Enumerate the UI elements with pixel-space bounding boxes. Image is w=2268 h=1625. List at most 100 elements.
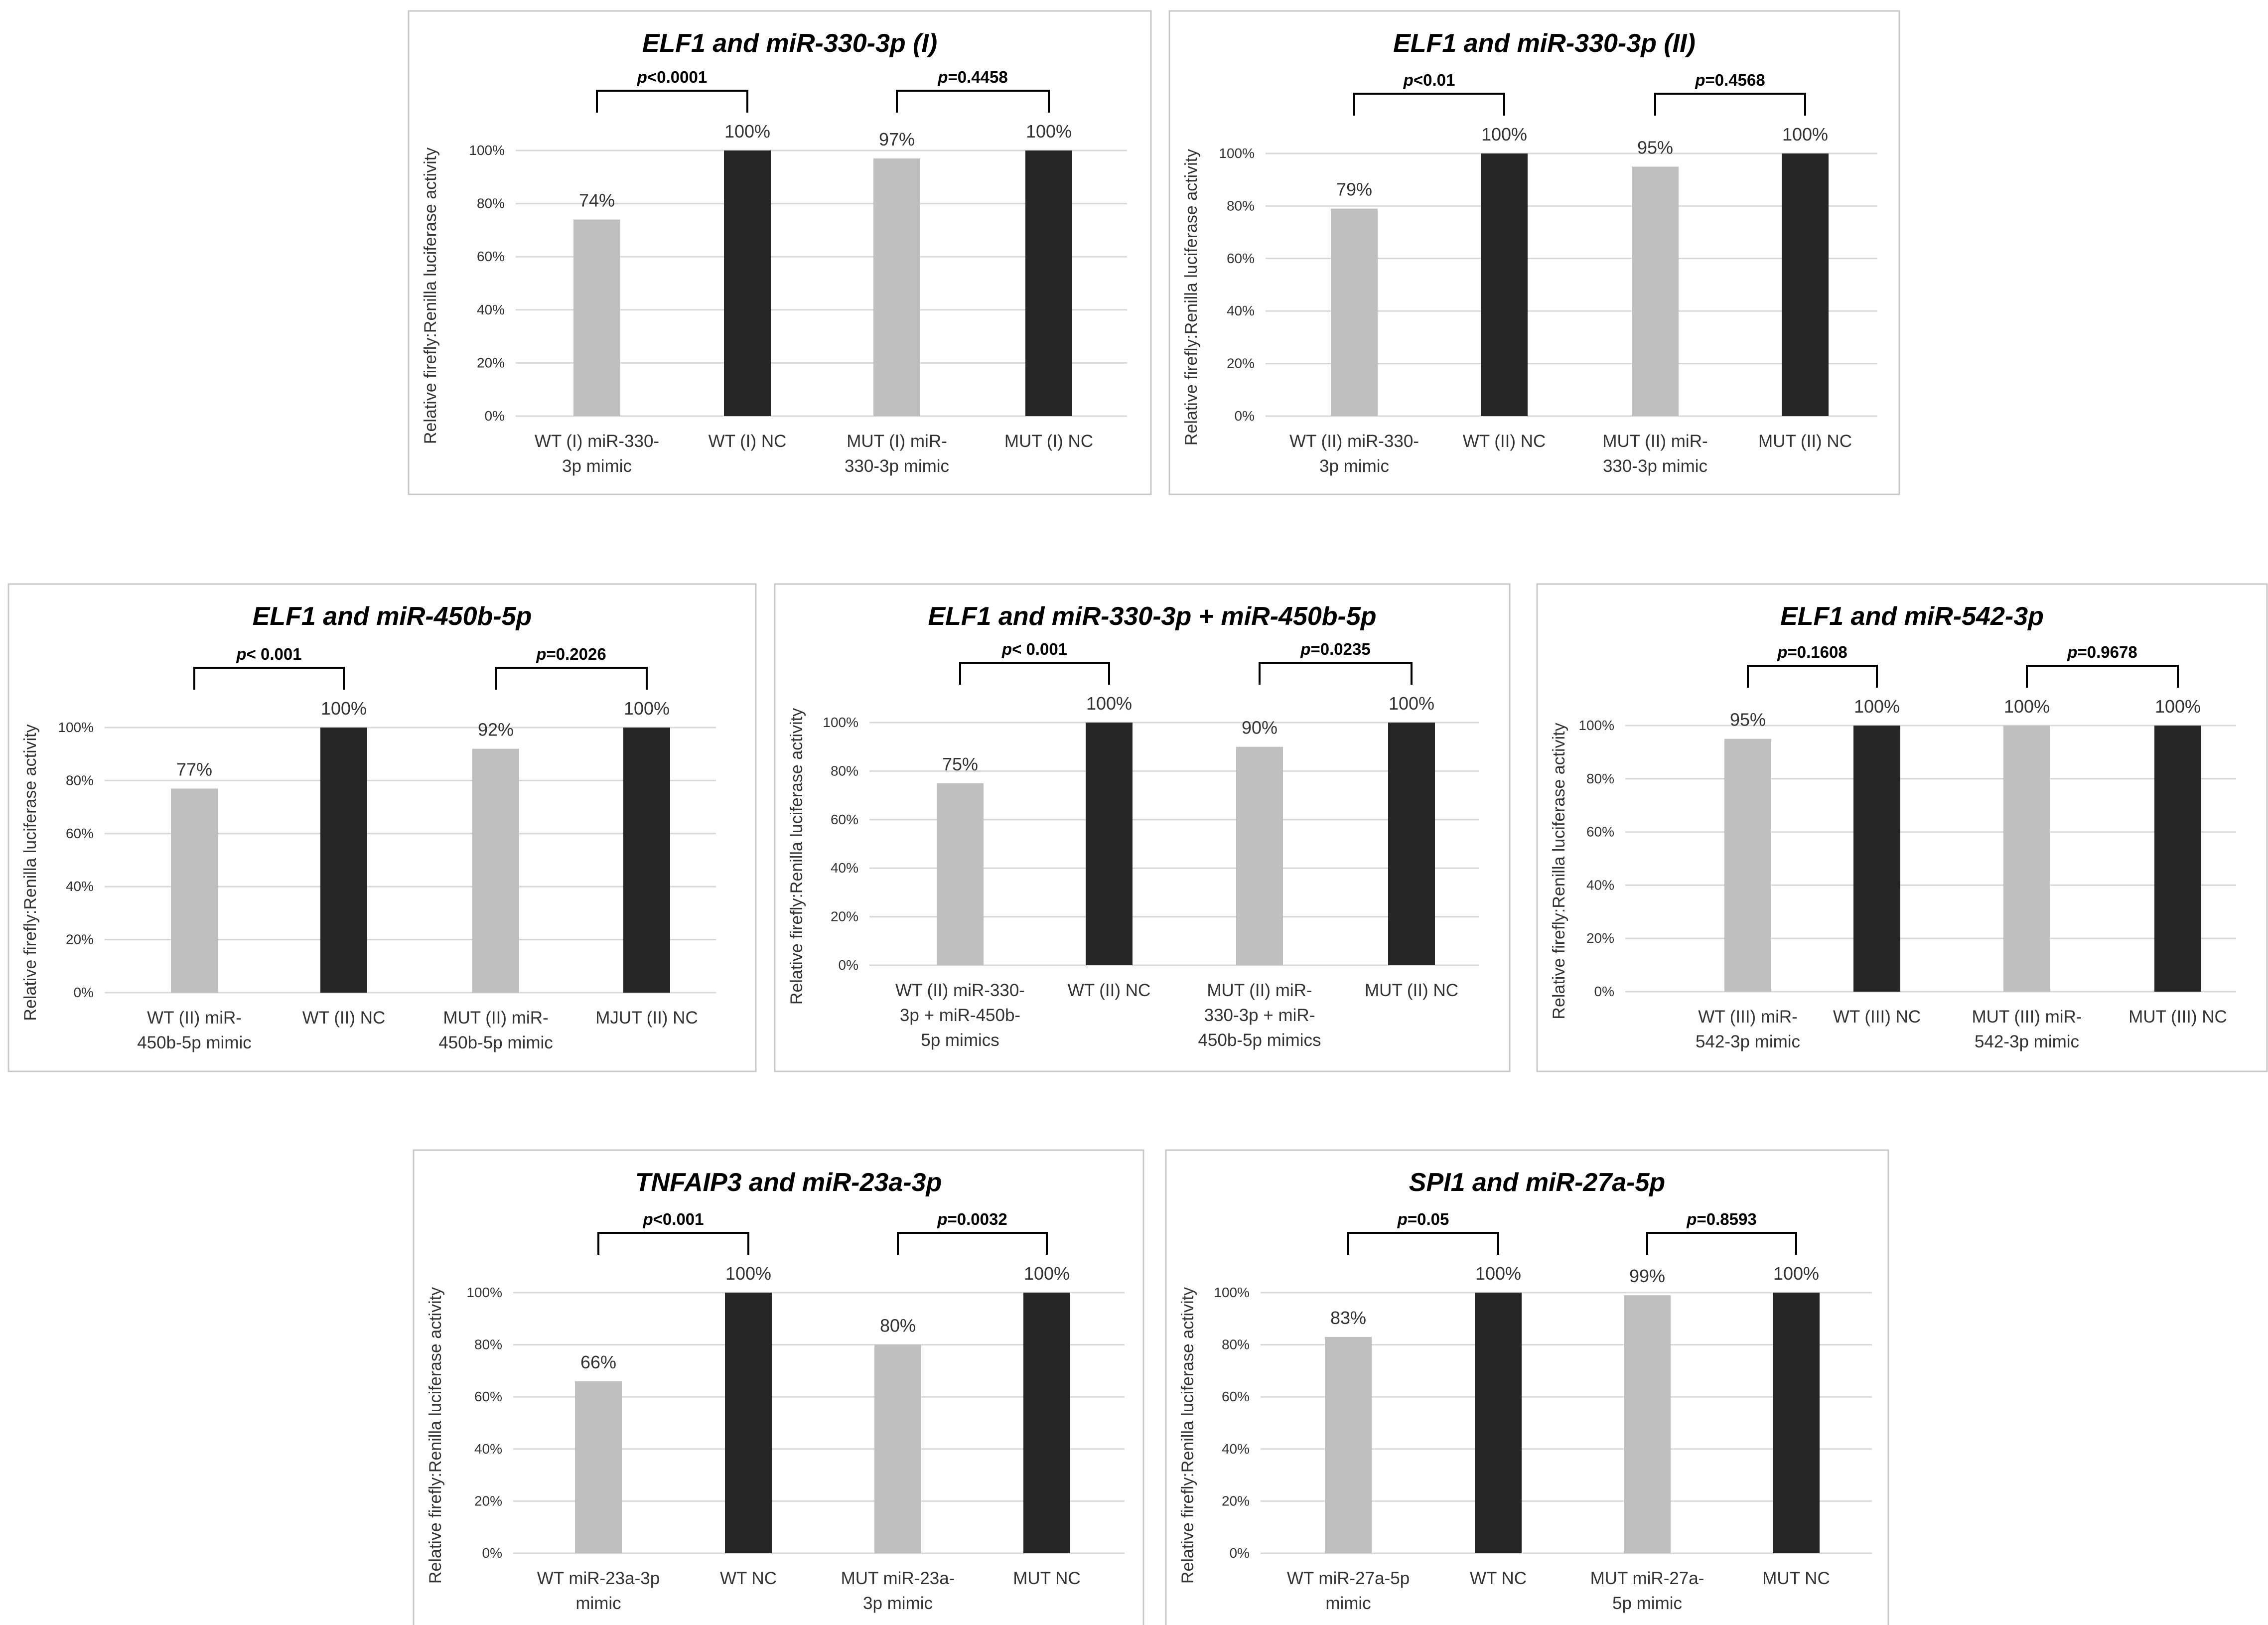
bar-2 xyxy=(1086,723,1133,965)
y-tick-label: 100% xyxy=(58,720,94,735)
y-tick-label: 20% xyxy=(477,355,505,370)
data-label: 100% xyxy=(2155,696,2201,717)
y-tick-label: 60% xyxy=(831,812,858,827)
p-value: =0.1608 xyxy=(1787,643,1847,661)
category-label: WT (III) NC xyxy=(1833,1007,1921,1027)
significance-bracket xyxy=(495,667,648,690)
data-label: 90% xyxy=(1242,718,1277,738)
data-label: 95% xyxy=(1637,137,1673,157)
y-tick-label: 80% xyxy=(474,1337,502,1352)
y-tick-label: 60% xyxy=(1222,1389,1250,1404)
chart-title: TNFAIP3 and miR-23a-3p xyxy=(635,1168,942,1197)
bar-2 xyxy=(320,728,367,993)
p-value-label: p<0.01 xyxy=(1403,71,1455,89)
bar-3 xyxy=(1236,746,1283,965)
y-tick-label: 100% xyxy=(1214,1285,1250,1300)
bar-1 xyxy=(1331,208,1378,416)
data-label: 100% xyxy=(724,121,770,142)
data-label: 100% xyxy=(2004,696,2050,717)
chart-title: ELF1 and miR-450b-5p xyxy=(253,602,532,631)
y-tick-label: 60% xyxy=(477,249,505,264)
y-tick-label: 80% xyxy=(66,772,94,788)
y-tick-label: 0% xyxy=(1594,984,1614,999)
p-value: <0.0001 xyxy=(647,68,707,86)
bar-1 xyxy=(575,1381,622,1553)
p-symbol: p xyxy=(937,68,948,86)
p-value: < 0.001 xyxy=(1012,640,1067,658)
bar-1 xyxy=(171,788,218,993)
bar-3 xyxy=(873,158,920,416)
chart-panel-2: 0% 20% 40% 60% 80% 100% Relative firefly:Renil… xyxy=(1168,10,1900,495)
bar-4 xyxy=(1782,153,1829,416)
bar-4 xyxy=(1388,723,1435,965)
category-label: WT miR-23a-3p xyxy=(537,1569,660,1588)
data-label: 100% xyxy=(624,698,670,719)
y-tick-label: 100% xyxy=(466,1285,502,1300)
significance-bracket xyxy=(1347,1232,1499,1255)
y-tick-label: 20% xyxy=(474,1493,502,1508)
chart-title: ELF1 and miR-330-3p (I) xyxy=(642,29,937,58)
category-label: 450b-5p mimic xyxy=(137,1033,252,1052)
category-label: MUT (I) miR- xyxy=(847,432,947,451)
category-label: 542-3p mimic xyxy=(1696,1032,1800,1051)
y-tick-label: 40% xyxy=(66,879,94,894)
data-label: 80% xyxy=(880,1316,916,1336)
category-label: MUT (II) miR- xyxy=(1602,432,1707,451)
category-label: 542-3p mimic xyxy=(1975,1032,2079,1051)
p-value: =0.2026 xyxy=(546,645,606,663)
data-label: 97% xyxy=(879,129,915,149)
data-label: 100% xyxy=(1782,124,1828,145)
significance-bracket xyxy=(1654,93,1806,116)
significance-bracket xyxy=(193,667,345,690)
category-label: WT (II) NC xyxy=(302,1008,386,1028)
data-label: 100% xyxy=(1854,696,1900,717)
y-axis-label: Relative firefly:Renilla luciferase acti… xyxy=(787,708,806,1005)
category-label: 330-3p mimic xyxy=(1603,456,1707,476)
p-value: < 0.001 xyxy=(247,645,302,663)
bar-3 xyxy=(472,748,519,993)
p-value: <0.001 xyxy=(653,1210,704,1228)
data-label: 100% xyxy=(725,1263,771,1284)
bar-2 xyxy=(725,1293,772,1553)
p-symbol: p xyxy=(642,1210,653,1228)
category-label: MJUT (II) NC xyxy=(595,1008,698,1028)
data-label: 77% xyxy=(176,759,212,779)
bar-4 xyxy=(1023,1293,1070,1553)
p-value-label: p=0.1608 xyxy=(1777,643,1847,661)
y-tick-label: 20% xyxy=(1227,356,1255,371)
p-value: =0.8593 xyxy=(1697,1210,1756,1228)
p-symbol: p xyxy=(2067,643,2077,661)
y-tick-label: 20% xyxy=(1586,930,1614,946)
p-value-label: p<0.001 xyxy=(642,1210,704,1228)
p-value-label: p=0.0032 xyxy=(937,1210,1007,1228)
y-tick-label: 40% xyxy=(1586,877,1614,892)
significance-bracket xyxy=(897,1232,1048,1255)
significance-bracket xyxy=(1646,1232,1797,1255)
category-label: mimic xyxy=(1325,1594,1371,1613)
category-label: MUT (I) NC xyxy=(1004,432,1093,451)
p-value-label: p=0.9678 xyxy=(2067,643,2137,661)
chart-title: ELF1 and miR-542-3p xyxy=(1780,602,2044,631)
y-tick-label: 0% xyxy=(839,957,858,973)
significance-bracket xyxy=(596,90,748,113)
category-label: MUT miR-23a- xyxy=(841,1569,955,1588)
p-value-label: p=0.2026 xyxy=(536,645,606,663)
category-label: WT (II) miR- xyxy=(147,1008,242,1028)
category-label: WT miR-27a-5p xyxy=(1287,1569,1410,1588)
y-tick-label: 40% xyxy=(1222,1441,1250,1457)
bar-1 xyxy=(1325,1336,1372,1553)
bar-3 xyxy=(2003,726,2050,992)
data-label: 100% xyxy=(1086,693,1132,714)
y-tick-label: 60% xyxy=(1227,251,1255,266)
data-label: 66% xyxy=(580,1352,616,1372)
data-label: 92% xyxy=(478,720,514,740)
bar-2 xyxy=(1853,726,1900,992)
y-tick-label: 0% xyxy=(1235,408,1255,424)
p-value: =0.9678 xyxy=(2077,643,2137,661)
bar-3 xyxy=(1624,1295,1671,1553)
category-label: MUT (II) miR- xyxy=(443,1008,548,1028)
p-value: <0.01 xyxy=(1414,71,1455,89)
chart-title: ELF1 and miR-330-3p + miR-450b-5p xyxy=(928,602,1376,631)
bar-4 xyxy=(1025,150,1072,416)
